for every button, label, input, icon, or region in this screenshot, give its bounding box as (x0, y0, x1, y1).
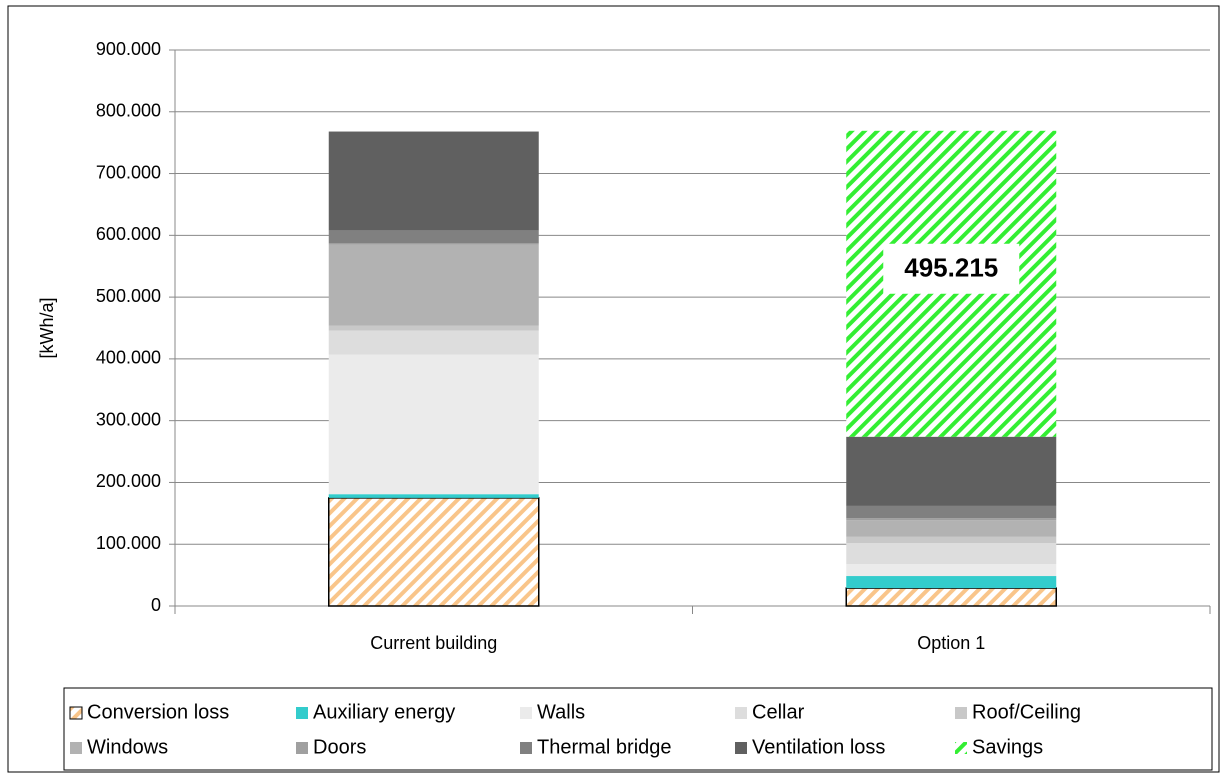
y-tick-label: 600.000 (96, 224, 161, 244)
bar-segment (328, 330, 539, 355)
bar-segment (328, 494, 539, 498)
legend-swatch (296, 742, 308, 754)
y-tick-label: 200.000 (96, 471, 161, 491)
y-axis-label: [kWh/a] (37, 297, 57, 358)
y-tick-label: 900.000 (96, 39, 161, 59)
y-tick-label: 100.000 (96, 533, 161, 553)
y-tick-label: 500.000 (96, 286, 161, 306)
legend-swatch (520, 742, 532, 754)
legend-swatch (520, 707, 532, 719)
legend-label: Walls (537, 701, 585, 723)
bar-segment (845, 587, 1057, 607)
legend-swatch (69, 706, 83, 720)
legend-label: Thermal bridge (537, 736, 672, 758)
bar-segment (846, 520, 1057, 537)
bar-segment (846, 563, 1057, 577)
legend-swatch (296, 707, 308, 719)
bar-segment (328, 325, 539, 331)
legend-label: Savings (972, 736, 1043, 758)
legend-label: Roof/Ceiling (972, 701, 1081, 723)
y-tick-label: 700.000 (96, 162, 161, 182)
y-tick-label: 400.000 (96, 348, 161, 368)
bar-segment (846, 505, 1057, 519)
bar-segment (328, 354, 539, 495)
legend-swatch (735, 742, 747, 754)
bar-segment (328, 497, 540, 607)
legend-label: Conversion loss (87, 701, 229, 723)
bar-segment (846, 536, 1057, 543)
bar-segment (846, 576, 1057, 589)
legend-label: Windows (87, 736, 168, 758)
y-tick-label: 300.000 (96, 409, 161, 429)
x-tick-label: Current building (370, 633, 497, 653)
bar-segment (846, 518, 1057, 521)
y-tick-label: 800.000 (96, 101, 161, 121)
legend-swatch (735, 707, 747, 719)
legend-label: Ventilation loss (752, 736, 885, 758)
data-label-bg (883, 243, 1020, 294)
bar-segment (846, 542, 1057, 564)
legend-label: Doors (313, 736, 366, 758)
bar-segment (846, 436, 1057, 506)
bar-segment (328, 243, 539, 245)
data-label: 495.215 (904, 253, 998, 283)
bar-segment (328, 230, 539, 244)
bar-segment (328, 131, 539, 231)
legend-swatch (955, 707, 967, 719)
legend-label: Cellar (752, 701, 805, 723)
bar-segment (328, 244, 539, 326)
x-tick-label: Option 1 (917, 633, 985, 653)
legend-label: Auxiliary energy (313, 701, 455, 723)
legend-box (63, 687, 1213, 771)
legend-swatch (955, 742, 967, 754)
y-tick-label: 0 (151, 595, 161, 615)
legend-swatch (70, 742, 82, 754)
